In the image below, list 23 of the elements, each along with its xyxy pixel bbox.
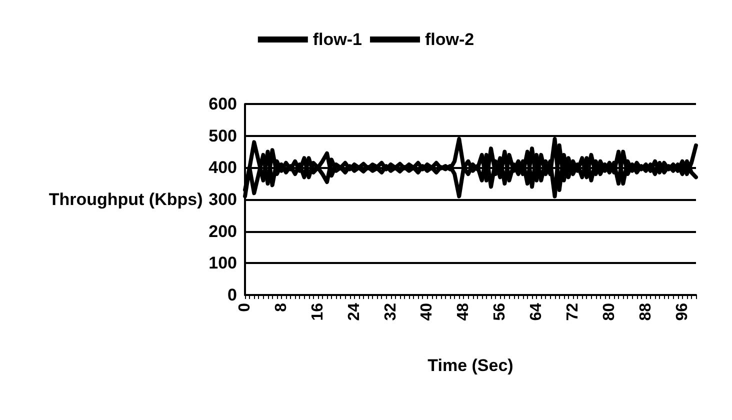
x-axis-title: Time (Sec) [428,356,514,375]
y-tick-label: 500 [208,126,237,146]
x-tick-label: 24 [346,302,363,321]
legend-label: flow-1 [312,30,362,49]
x-tick-label: 88 [637,302,654,321]
x-tick-label: 40 [418,302,436,321]
x-tick-label: 0 [236,302,254,312]
x-tick-label: 72 [564,302,582,321]
x-tick-label: 48 [455,302,472,321]
x-tick-label: 80 [600,302,618,321]
y-axis-title: Throughput (Kbps) [48,190,203,209]
x-tick-label: 16 [309,302,326,321]
y-tick-label: 200 [208,222,237,241]
y-tick-label: 600 [208,94,237,114]
y-tick-label: 400 [208,158,237,178]
x-tick-label: 64 [528,302,546,321]
x-tick-label: 96 [674,302,691,321]
y-tick-label: 300 [208,190,237,209]
x-tick-label: 32 [382,302,400,321]
y-tick-label: 100 [208,254,237,273]
legend-label: flow-2 [425,30,474,49]
x-tick-label: 8 [272,302,290,312]
x-tick-label: 56 [492,302,509,321]
